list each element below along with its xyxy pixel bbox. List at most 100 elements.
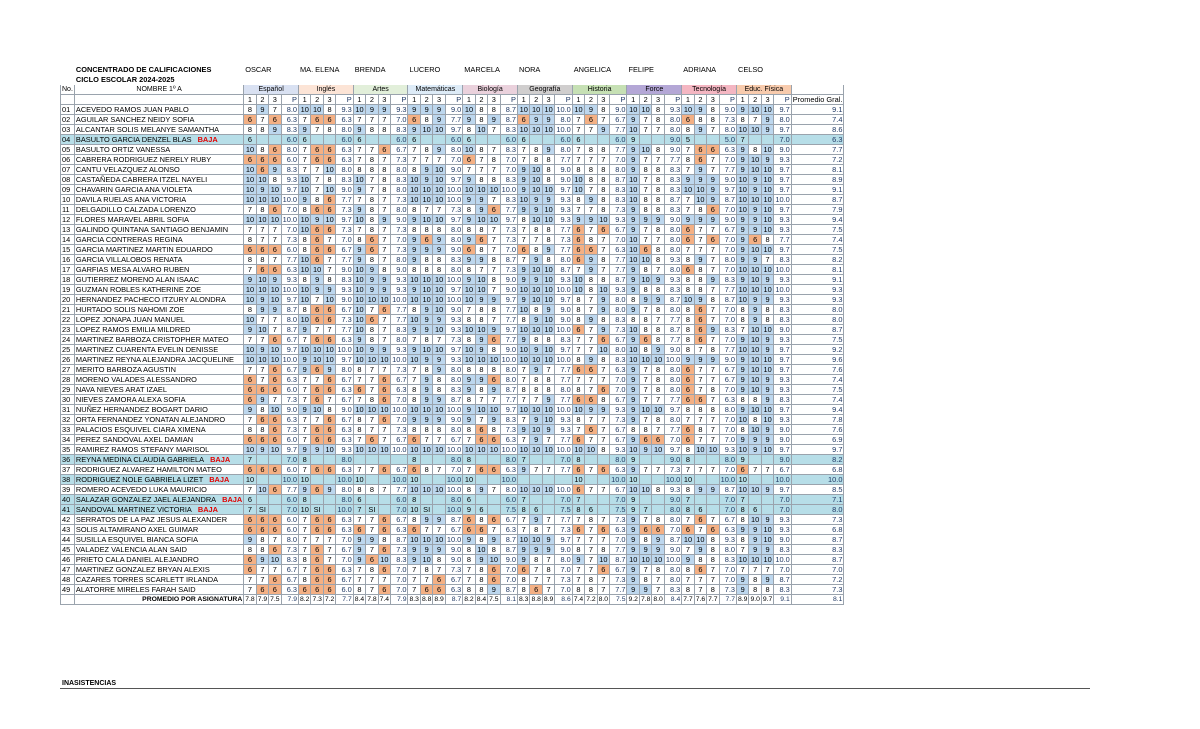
- period-grade: 7: [487, 144, 501, 155]
- period-grade: 8: [638, 314, 653, 325]
- subject-average: 9.7: [499, 214, 518, 225]
- student-row: 16 GARCIA VILLALOBOS RENATA 8 8 7 7.7 10 6 7 7.7 9…: [60, 254, 845, 265]
- subject-average: 8.3: [335, 274, 354, 285]
- period-grade: 7: [541, 364, 556, 375]
- period-grade: 8: [626, 294, 640, 305]
- subject-average: 8.3: [773, 544, 792, 555]
- period-grade: 10: [407, 274, 421, 285]
- subject-average: 7.3: [718, 114, 737, 125]
- period-grade: 7: [365, 384, 379, 395]
- final-average: 9.6: [790, 354, 845, 365]
- period-grade: [365, 134, 379, 145]
- student-row: 06 CABRERA RODRIGUEZ NERELY RUBY 6 6 6 6.0 7 6 6…: [60, 154, 845, 165]
- period-grade: 7: [651, 124, 665, 135]
- subject-average: 7.0: [609, 234, 628, 245]
- period-grade: 8: [297, 274, 312, 285]
- period-grade: 10: [419, 294, 434, 305]
- period-grade: 7: [268, 314, 282, 325]
- student-name-text: CAZARES TORRES SCARLETT IRLANDA: [75, 575, 219, 584]
- period-grade: [255, 494, 270, 505]
- period-grade: 8: [322, 274, 337, 285]
- period-grade: 7: [571, 114, 586, 125]
- period-grade: 10: [651, 354, 665, 365]
- student-row: 27 MERITO BARBOZA AGUSTIN 7 7 6 6.7 9 6 9 8.0 8 7 7 7…: [60, 364, 845, 375]
- period-grade: 8: [706, 114, 720, 125]
- period-grade: 8: [651, 284, 665, 295]
- period-grade: 8: [487, 274, 501, 285]
- student-row: 02 AGUILAR SANCHEZ NEIDY SOFIA 6 7 6 6.3 7 6 6 6.…: [60, 114, 845, 125]
- subject-average: 7.7: [280, 484, 299, 495]
- period-grade: 7: [377, 484, 392, 495]
- subject-average: 7.0: [609, 154, 628, 165]
- subject-average: 9.0: [444, 414, 464, 425]
- period-grade: 7: [693, 584, 708, 595]
- student-name: SANDOVAL MARTINEZ VICTORIA BAJA: [73, 504, 245, 515]
- period-grade: 8: [681, 484, 695, 495]
- period-grade: 7: [377, 194, 392, 205]
- period-grade: 8: [407, 424, 421, 435]
- period-grade: 10: [474, 444, 489, 455]
- period-grade: 6: [487, 564, 501, 575]
- period-grade: SI: [419, 504, 434, 515]
- period-grade: 10: [365, 294, 379, 305]
- period-grade: 7: [584, 324, 598, 335]
- period-grade: 7: [243, 224, 257, 235]
- period-grade: 7: [407, 364, 421, 375]
- subject-average: 9.3: [390, 284, 409, 295]
- subject-average: 8.3: [718, 274, 737, 285]
- subject-average: 8.0: [444, 454, 464, 465]
- subject-average: 9.3: [609, 404, 628, 415]
- period-grade: 9: [681, 554, 695, 565]
- student-row: 23 LOPEZ RAMOS EMILIA MILDRED 9 10 7 8.7 9 7 7 7.…: [60, 324, 845, 335]
- period-grade: 8: [541, 334, 556, 345]
- period-grade: 6: [571, 464, 586, 475]
- period-grade: 10: [735, 294, 750, 305]
- subject-average: 9.0: [335, 184, 354, 195]
- period-grade: 9: [748, 174, 762, 185]
- period-grade: 8: [322, 404, 337, 415]
- period-grade: 10: [516, 484, 531, 495]
- period-grade: 9: [432, 114, 446, 125]
- period-grade: 9: [310, 214, 324, 225]
- subject-average: 9.3: [554, 414, 573, 425]
- subject-period-average: 8.0: [651, 594, 665, 605]
- subject-average: 9.7: [499, 324, 518, 335]
- period-grade: 9: [735, 524, 750, 535]
- subject-average: 7.7: [499, 394, 518, 405]
- period-grade: 8: [322, 174, 337, 185]
- period-grade: 6: [243, 134, 257, 145]
- student-row: 08 CASTAÑEDA CABRERA ITZEL NAYELI 10 10 8 9.3…: [60, 174, 845, 185]
- period-grade: 7: [584, 184, 598, 195]
- period-grade: 10: [255, 194, 270, 205]
- subject-period-average: 8.9: [735, 594, 750, 605]
- period-grade: 9: [297, 404, 312, 415]
- student-name: PEREZ SANDOVAL AXEL DAMIAN: [73, 434, 245, 445]
- period-grade: 10: [748, 164, 762, 175]
- period-grade: 9: [487, 294, 501, 305]
- period-grade: [474, 454, 489, 465]
- period-grade: 10: [626, 104, 640, 115]
- subject-average: 8.0: [773, 114, 792, 125]
- period-grade: [748, 474, 762, 485]
- period-grade: 9: [352, 244, 367, 255]
- period-grade: [541, 134, 556, 145]
- student-name: MARTINEZ REYNA ALEJANDRA JACQUELINE: [73, 354, 245, 365]
- subject-average: 6.0: [280, 384, 299, 395]
- student-number: 13: [60, 224, 75, 235]
- period-grade: 10: [255, 484, 270, 495]
- period-grade: 7: [365, 144, 379, 155]
- period-grade: 9: [651, 534, 665, 545]
- student-row: 37 RODRIGUEZ ALVAREZ HAMILTON MATEO 6 6 6 6.0…: [60, 464, 845, 475]
- subject-period-average: 9.1: [773, 594, 792, 605]
- period-grade: 6: [268, 264, 282, 275]
- period-grade: 8: [377, 174, 392, 185]
- period-grade: 7: [760, 564, 775, 575]
- period-grade: 9: [297, 324, 312, 335]
- student-row: 41 SANDOVAL MARTINEZ VICTORIA BAJA 7 SI 7.0 10…: [60, 504, 845, 515]
- student-name-text: CASTAÑEDA CABRERA ITZEL NAYELI: [75, 175, 208, 184]
- period-header: 3: [322, 94, 337, 105]
- student-number: 05: [60, 144, 75, 155]
- student-row: 48 CAZARES TORRES SCARLETT IRLANDA 7 7 6 6.7 8…: [60, 574, 845, 585]
- period-grade: 9: [760, 574, 775, 585]
- period-grade: 9: [748, 524, 762, 535]
